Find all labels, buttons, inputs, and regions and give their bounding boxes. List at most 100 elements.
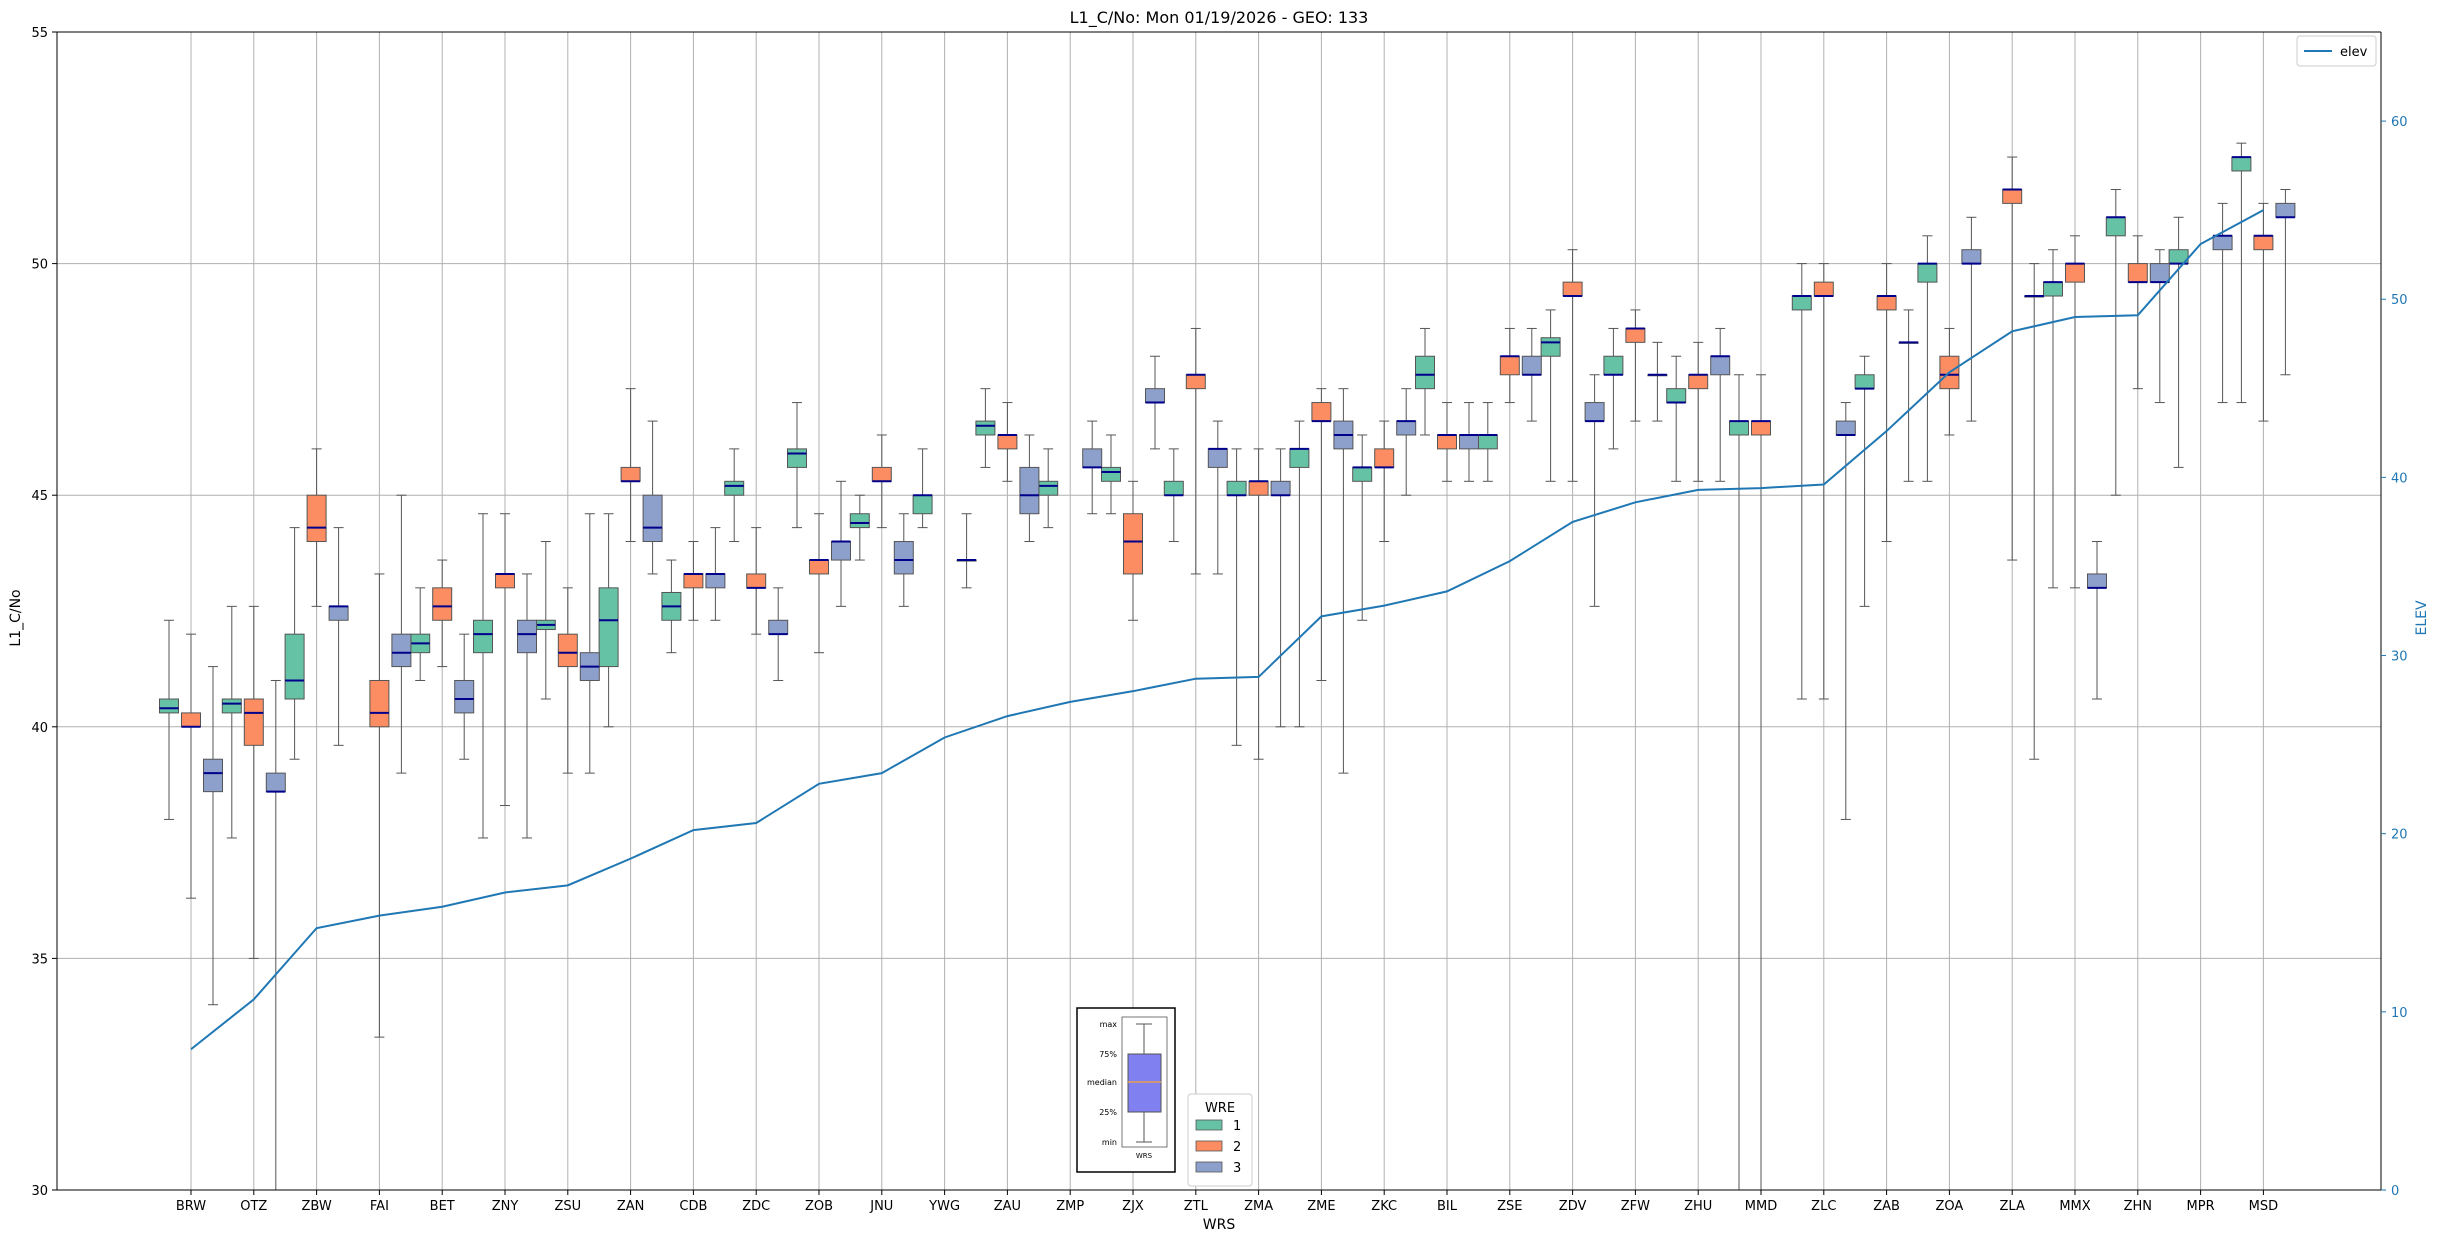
box-body [1101, 466, 1121, 482]
box-body [1876, 295, 1897, 311]
box-wre3-zma [1270, 448, 1291, 728]
box-body [391, 633, 412, 668]
box-wre3-bil [1459, 402, 1479, 482]
box-wre1-msd [2231, 142, 2252, 404]
box-wre1-zhn [2105, 188, 2126, 496]
box-wre3-zmp [1082, 420, 1103, 515]
box-wre1-zab [1854, 355, 1875, 607]
box-wre2-fai [369, 573, 390, 1038]
box-wre1-jnu [849, 494, 870, 561]
axes [56, 31, 2382, 1191]
box-body [159, 698, 179, 714]
box-wre2-zny [495, 513, 515, 807]
box-wre3-zhu [1710, 327, 1731, 482]
y2-tick-label: 20 [2391, 828, 2408, 843]
y2-tick-label: 30 [2391, 650, 2408, 665]
box-body [2275, 202, 2296, 218]
x-tick-label: ZAB [1873, 1199, 1900, 1214]
box-body [2087, 573, 2107, 589]
box-body [1603, 355, 1624, 376]
box-wre2-ztl [1185, 327, 1206, 575]
box-wre2-brw [181, 633, 201, 899]
box-wre2-bil [1437, 402, 1457, 482]
box-body [2043, 281, 2063, 297]
box-body [1688, 374, 1709, 390]
wre-legend-swatch-2 [1195, 1140, 1223, 1152]
box-wre3-bet [454, 633, 475, 760]
box-body [2253, 235, 2274, 251]
box-body [849, 513, 870, 529]
elev-legend-label: elev [2340, 45, 2368, 60]
x-tick-label: MPR [2187, 1199, 2215, 1214]
box-wre1-zdc [724, 448, 745, 543]
box-wre3-zny [517, 573, 537, 839]
x-tick-label: ZLA [2000, 1199, 2025, 1214]
x-tick-label: ZTL [1184, 1199, 1209, 1214]
box-body [705, 573, 726, 589]
box-body [1123, 513, 1143, 575]
box-body [1625, 327, 1646, 343]
box-wre1-zau [975, 388, 996, 468]
boxplot-key-inset: max 75% median 25% min WRS [1076, 1007, 1176, 1173]
box-body [1666, 388, 1687, 404]
box-wre3-zdv [1584, 374, 1605, 607]
box-body [642, 494, 663, 543]
box-body [454, 679, 475, 714]
box-body [1540, 337, 1561, 357]
y-tick-label: 35 [31, 952, 48, 967]
inset-label-25: 25% [1099, 1108, 1117, 1117]
box-wre1-cdb [661, 559, 682, 654]
box-wre3-msd [2275, 188, 2296, 376]
y2-tick-label: 60 [2391, 115, 2408, 130]
y-tick-label: 55 [31, 26, 48, 41]
x-tick-label: MMX [2059, 1199, 2090, 1214]
inset-label-min: min [1102, 1138, 1117, 1147]
y2-tick-label: 40 [2391, 471, 2408, 486]
box-wre2-zkc [1374, 420, 1395, 543]
box-body [1751, 420, 1771, 436]
wre-legend-swatch-3 [1195, 1161, 1223, 1173]
box-body [306, 494, 327, 543]
box-body [1207, 448, 1228, 468]
box-wre2-zau [997, 402, 1018, 482]
box-body [1917, 263, 1938, 283]
box-wre3-fai [391, 494, 412, 774]
y2-tick-label: 50 [2391, 293, 2408, 308]
x-tick-label: ZMP [1056, 1199, 1084, 1214]
box-wre3-cdb [705, 527, 726, 621]
box-body [1270, 480, 1291, 496]
box-wre1-zlc [1791, 263, 1812, 700]
x-tick-label: ZNY [492, 1199, 519, 1214]
x-tick-label: ZMA [1244, 1199, 1273, 1214]
box-wre1-mmd [1729, 374, 1749, 1190]
x-tick-label: BRW [176, 1199, 206, 1214]
box-wre2-zan [620, 388, 641, 543]
box-body [1352, 466, 1373, 482]
box-body [912, 494, 933, 515]
x-tick-label: YWG [928, 1199, 960, 1214]
box-body [2212, 235, 2233, 251]
x-tick-label: MSD [2249, 1199, 2278, 1214]
box-wre2-zma [1248, 448, 1269, 760]
box-wre2-zsu [557, 587, 578, 774]
box-body [768, 619, 789, 635]
box-body [1729, 420, 1749, 436]
y-axis-label: L1_C/No [8, 589, 24, 646]
box-body [2065, 263, 2085, 283]
elev-legend-frame [2296, 35, 2377, 67]
box-wre1-zan [598, 513, 619, 728]
box-wre1-zmp [1038, 448, 1059, 529]
box-wre2-zdc [746, 527, 767, 635]
x-tick-label: CDB [679, 1199, 707, 1214]
wre-legend-label-2: 2 [1233, 1140, 1241, 1155]
box-body [517, 619, 537, 654]
box-wre1-zma [1226, 448, 1247, 746]
x-tick-label: ZFW [1621, 1199, 1650, 1214]
box-wre3-zbw [328, 527, 349, 746]
box-wre1-zse [1477, 402, 1498, 482]
box-body [1145, 388, 1165, 404]
box-body [243, 698, 264, 746]
box-wre1-zhu [1666, 355, 1687, 482]
box-wre3-jnu [893, 513, 914, 607]
